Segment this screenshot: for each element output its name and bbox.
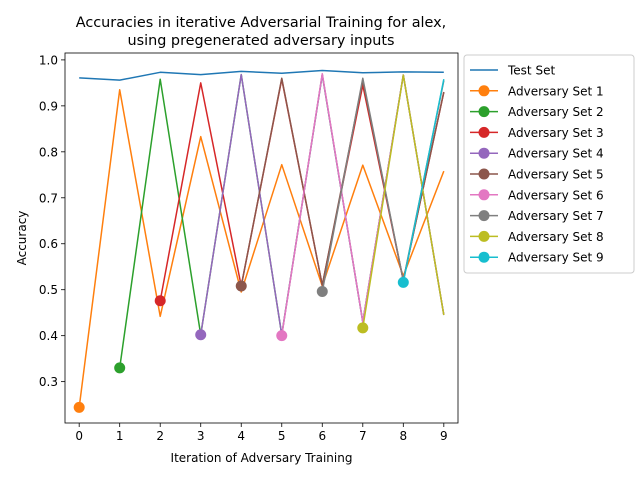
legend-label: Adversary Set 8 — [508, 230, 604, 244]
series-start-marker — [276, 330, 288, 342]
series-start-marker — [357, 322, 369, 334]
legend-label: Adversary Set 5 — [508, 168, 604, 182]
legend-marker — [478, 251, 490, 263]
x-tick-label: 2 — [156, 429, 164, 443]
legend-item: Test Set — [470, 64, 555, 78]
legend-label: Adversary Set 1 — [508, 84, 604, 98]
series-start-marker — [154, 295, 166, 307]
legend-marker — [478, 168, 490, 180]
chart-subtitle: using pregenerated adversary inputs — [127, 33, 394, 49]
series-line — [402, 79, 445, 283]
legend-marker — [478, 126, 490, 138]
legend-label: Test Set — [507, 64, 555, 78]
x-tick-label: 7 — [359, 429, 367, 443]
x-tick-label: 0 — [75, 429, 83, 443]
x-tick-label: 6 — [318, 429, 326, 443]
legend-label: Adversary Set 2 — [508, 105, 604, 119]
legend-marker — [478, 230, 490, 242]
series-1 — [73, 89, 445, 413]
legend-item: Adversary Set 4 — [470, 147, 604, 161]
legend: Test Set Adversary Set 1 Adversary Set 2 Ad… — [463, 54, 635, 274]
legend-item: Adversary Set 9 — [470, 251, 604, 265]
x-axis-label: Iteration of Adversary Training — [171, 451, 353, 465]
legend-item: Adversary Set 5 — [470, 168, 604, 182]
y-tick-label: 0.8 — [39, 145, 58, 159]
x-tick-label: 9 — [440, 429, 448, 443]
y-tick-label: 0.3 — [39, 375, 58, 389]
plot-frame — [64, 52, 459, 424]
series-line — [362, 74, 445, 328]
series-start-marker — [195, 329, 207, 341]
plot-area — [65, 53, 458, 423]
legend-marker — [478, 210, 490, 222]
y-tick-label: 0.4 — [39, 329, 58, 343]
x-tick-label: 3 — [197, 429, 205, 443]
legend-label: Adversary Set 7 — [508, 209, 604, 223]
x-tick-label: 8 — [399, 429, 407, 443]
legend-marker — [478, 147, 490, 159]
series-line — [78, 89, 445, 408]
series-start-marker — [397, 276, 409, 288]
series-start-marker — [114, 362, 126, 374]
x-tick-label: 1 — [116, 429, 124, 443]
series-start-marker — [316, 286, 328, 298]
legend-label: Adversary Set 9 — [508, 251, 604, 265]
legend-marker — [478, 189, 490, 201]
series-0 — [79, 69, 444, 81]
y-axis-label: Accuracy — [15, 211, 29, 266]
legend-marker — [478, 106, 490, 118]
series-line — [79, 69, 444, 81]
legend-item: Adversary Set 7 — [470, 209, 604, 223]
y-tick-label: 0.6 — [39, 237, 58, 251]
legend-item: Adversary Set 8 — [470, 230, 604, 244]
legend-label: Adversary Set 4 — [508, 147, 604, 161]
legend-item: Adversary Set 2 — [470, 105, 604, 119]
x-tick-label: 5 — [278, 429, 286, 443]
y-tick-label: 0.5 — [39, 283, 58, 297]
legend-item: Adversary Set 3 — [470, 126, 604, 140]
series-9 — [397, 79, 445, 288]
y-tick-label: 0.9 — [39, 99, 58, 113]
legend-item: Adversary Set 1 — [470, 84, 604, 98]
legend-marker — [478, 85, 490, 97]
series-8 — [357, 74, 445, 334]
legend-box — [463, 54, 635, 274]
x-tick-label: 4 — [237, 429, 245, 443]
legend-label: Adversary Set 6 — [508, 188, 604, 202]
y-tick-label: 0.7 — [39, 191, 58, 205]
series-start-marker — [235, 280, 247, 292]
y-tick-label: 1.0 — [39, 53, 58, 67]
legend-item: Adversary Set 6 — [470, 188, 604, 202]
chart-title: Accuracies in iterative Adversarial Trai… — [76, 15, 446, 31]
series-start-marker — [73, 401, 85, 413]
legend-label: Adversary Set 3 — [508, 126, 604, 140]
